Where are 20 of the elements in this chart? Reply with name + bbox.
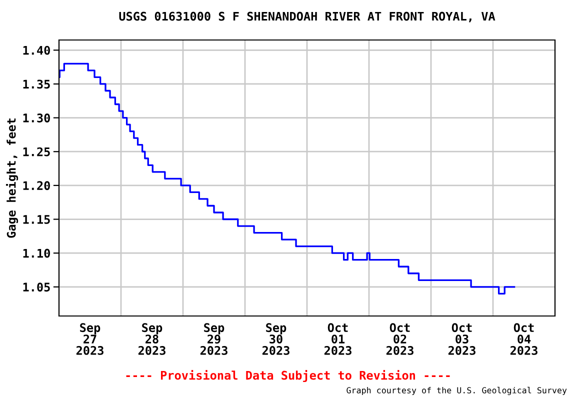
y-tick-label: 1.15 <box>23 215 50 224</box>
chart-title: USGS 01631000 S F SHENANDOAH RIVER AT FRONT ROYAL, VA <box>119 12 496 22</box>
text: Graph courtesy of the U.S. Geological Survey <box>346 386 567 396</box>
x-tick-label: Oct 01 2023 <box>324 323 352 355</box>
text: ---- Provisional Data Subject to Revision ---- <box>126 370 450 382</box>
x-tick-label: Oct 02 2023 <box>386 323 414 355</box>
y-tick-label: 1.05 <box>23 282 50 292</box>
x-tick-label: Oct 04 2023 <box>510 323 538 355</box>
y-tick-label: 1.20 <box>23 181 50 190</box>
y-tick-label: 1.35 <box>23 80 50 89</box>
x-tick-label: Sep 28 2023 <box>138 323 166 355</box>
y-axis-title: Gage height, feet <box>6 118 18 238</box>
x-tick-label: Oct 03 2023 <box>448 323 476 355</box>
y-tick-label: 1.10 <box>23 248 50 258</box>
x-tick-label: Sep 30 2023 <box>262 323 290 355</box>
x-tick-label: Sep 29 2023 <box>200 323 228 355</box>
y-tick-label: 1.30 <box>23 114 50 122</box>
y-tick-label: 1.25 <box>23 147 50 156</box>
x-tick-label: Sep 27 2023 <box>76 323 104 355</box>
y-tick-label: 1.40 <box>23 46 50 55</box>
